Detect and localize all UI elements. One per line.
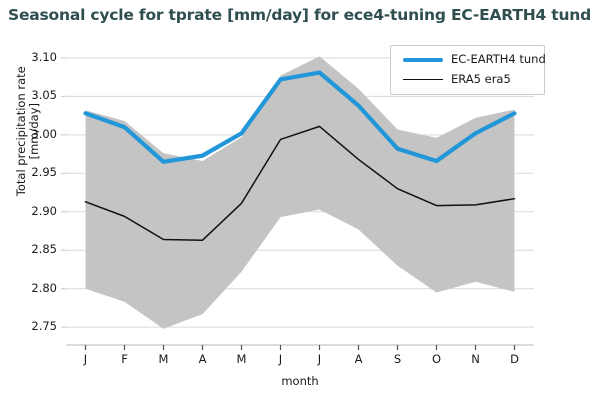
series-line-reference: [84, 125, 516, 241]
x-tick-label-3: A: [198, 352, 207, 366]
legend-label-reference: ERA5 era5: [451, 72, 511, 86]
legend-swatch-reference: [403, 79, 443, 81]
uncertainty-band: [85, 56, 515, 329]
legend-swatch-model: [403, 58, 443, 62]
x-axis-label: month: [281, 374, 319, 388]
x-tick-label-4: M: [236, 352, 247, 366]
y-tick-label-3: 2.90: [31, 203, 57, 218]
x-tick-label-10: N: [471, 352, 480, 366]
x-tick-label-5: J: [278, 352, 283, 366]
x-tick-label-2: M: [158, 352, 169, 366]
x-tick-label-8: S: [393, 352, 402, 366]
x-tick-label-9: O: [431, 352, 442, 366]
x-tick-label-11: D: [510, 352, 519, 366]
y-tick-label-2: 2.85: [31, 242, 57, 257]
y-tick-label-5: 3.00: [31, 126, 57, 141]
y-tick-label-0: 2.75: [31, 319, 57, 334]
y-tick-label-7: 3.10: [31, 49, 57, 64]
x-tick-label-7: A: [354, 352, 363, 366]
x-tick-label-1: F: [121, 352, 128, 366]
x-tick-label-6: J: [317, 352, 322, 366]
legend-label-model: EC-EARTH4 tund: [451, 52, 546, 66]
series-line-model: [83, 70, 517, 164]
x-tick-label-0: J: [83, 352, 88, 366]
y-tick-label-4: 2.95: [31, 165, 57, 180]
chart-title: Seasonal cycle for tprate [mm/day] for e…: [8, 6, 592, 24]
y-tick-label-1: 2.80: [31, 280, 57, 295]
chart-legend: EC-EARTH4 tund ERA5 era5: [390, 45, 546, 95]
y-tick-label-6: 3.05: [31, 88, 57, 103]
